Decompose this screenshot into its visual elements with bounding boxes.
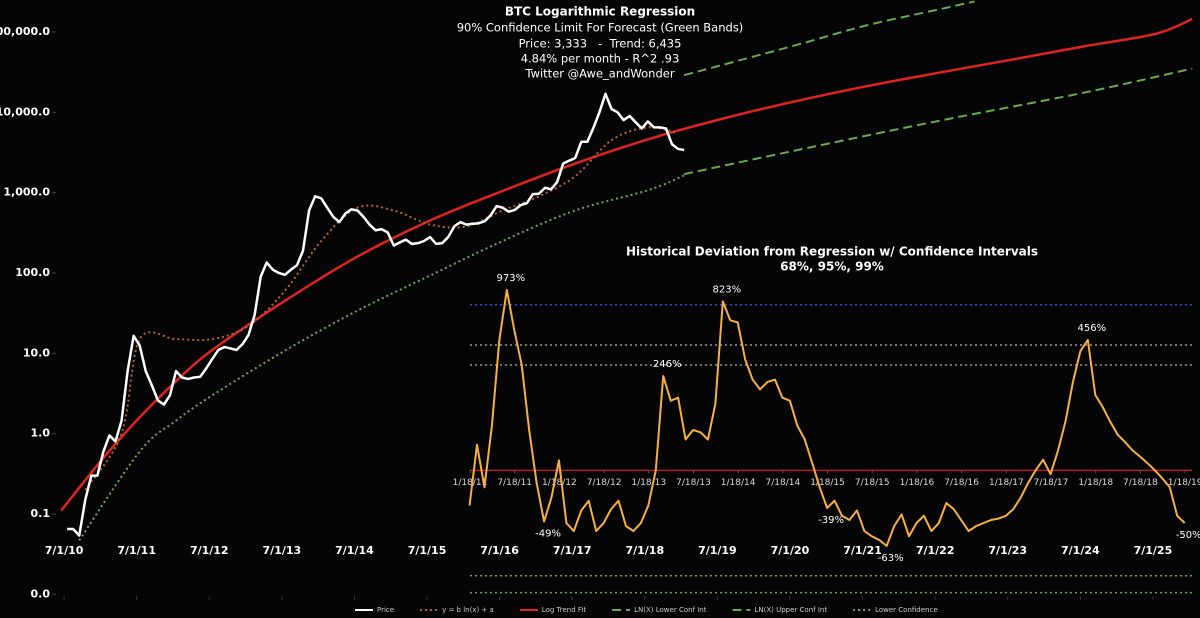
x-tick-label: 7/1/22	[916, 544, 955, 557]
legend-label: y = b ln(x) + a	[442, 606, 494, 614]
legend-label: LN(X) Upper Conf Int	[754, 606, 827, 614]
x-tick-label: 7/18/12	[587, 478, 622, 488]
data-label: -39%	[818, 515, 844, 526]
data-label: -63%	[878, 553, 904, 564]
x-tick-label: 7/1/11	[117, 544, 156, 557]
chart-subtitle: 90% Confidence Limit For Forecast (Green…	[457, 21, 744, 35]
x-tick-label: 7/1/25	[1134, 544, 1173, 557]
x-tick-label: 7/1/14	[335, 544, 374, 557]
legend-item: Price	[355, 606, 394, 614]
y-tick-label: 1,000.0	[3, 186, 50, 199]
series-line	[683, 0, 975, 77]
series-line	[84, 126, 679, 491]
legend-item: LN(X) Upper Conf Int	[732, 606, 827, 614]
y-tick-label: 1.0	[31, 427, 51, 440]
chart-title: BTC Logarithmic Regression	[505, 5, 695, 19]
series-line	[78, 174, 685, 541]
data-label: 246%	[653, 359, 682, 370]
x-tick-label: 1/18/19	[1168, 478, 1200, 488]
y-tick-label: 0.1	[31, 507, 51, 520]
y-tick-label: 100.0	[15, 266, 50, 279]
x-tick-label: 1/18/14	[721, 478, 756, 488]
legend-label: LN(X) Lower Conf Int	[634, 606, 707, 614]
x-tick-label: 7/18/18	[1123, 478, 1158, 488]
deviation-line	[468, 288, 1186, 547]
legend-label: Price	[377, 606, 394, 614]
legend-label: Log Trend Fit	[542, 606, 587, 614]
chart-subtitle: 4.84% per month - R^2 .93	[521, 52, 680, 66]
data-label: -50%	[1176, 530, 1200, 541]
data-label: 456%	[1078, 323, 1107, 334]
legend-item: y = b ln(x) + a	[420, 606, 494, 614]
x-tick-label: 1/18/11	[453, 478, 488, 488]
series-line	[67, 92, 685, 537]
x-tick-label: 7/18/15	[855, 478, 890, 488]
legend-label: Lower Confidence	[875, 606, 938, 614]
chart-subtitle: Twitter @Awe_andWonder	[524, 67, 674, 81]
inset-title: Historical Deviation from Regression w/ …	[626, 245, 1038, 259]
x-tick-label: 7/1/18	[625, 544, 664, 557]
x-tick-label: 7/1/16	[480, 544, 519, 557]
x-tick-label: 7/1/19	[698, 544, 737, 557]
y-tick-label: 100,000.0	[0, 25, 50, 38]
data-label: 973%	[497, 273, 526, 284]
x-tick-label: 7/1/20	[771, 544, 810, 557]
data-label: -49%	[535, 529, 561, 540]
y-tick-label: 0.0	[31, 587, 51, 600]
x-tick-label: 1/18/16	[900, 478, 935, 488]
x-tick-label: 7/18/11	[497, 478, 532, 488]
y-tick-label: 10,000.0	[0, 105, 50, 118]
inset-subtitle: 68%, 95%, 99%	[780, 260, 884, 274]
x-tick-label: 7/18/14	[766, 478, 801, 488]
x-tick-label: 1/18/18	[1078, 478, 1113, 488]
x-tick-label: 7/1/24	[1061, 544, 1100, 557]
x-tick-label: 7/18/16	[944, 478, 979, 488]
x-tick-label: 7/18/17	[1034, 478, 1069, 488]
x-tick-label: 1/18/13	[631, 478, 666, 488]
x-tick-label: 1/18/12	[542, 478, 577, 488]
legend-item: LN(X) Lower Conf Int	[612, 606, 707, 614]
x-tick-label: 7/1/17	[553, 544, 592, 557]
legend-item: Lower Confidence	[853, 606, 938, 614]
data-label: 823%	[713, 284, 742, 295]
x-tick-label: 7/1/12	[190, 544, 229, 557]
x-tick-label: 1/18/17	[989, 478, 1024, 488]
x-tick-label: 7/18/13	[676, 478, 711, 488]
series-line	[683, 67, 1193, 176]
chart-subtitle: Price: 3,333 - Trend: 6,435	[519, 37, 682, 51]
x-tick-label: 7/1/21	[843, 544, 882, 557]
x-tick-label: 7/1/23	[988, 544, 1027, 557]
x-tick-label: 7/1/15	[408, 544, 447, 557]
x-tick-label: 7/1/13	[263, 544, 302, 557]
series-line	[60, 17, 1193, 512]
x-tick-label: 1/18/15	[810, 478, 845, 488]
y-tick-label: 10.0	[23, 346, 50, 359]
legend-item: Log Trend Fit	[519, 606, 587, 614]
x-tick-label: 7/1/10	[45, 544, 84, 557]
